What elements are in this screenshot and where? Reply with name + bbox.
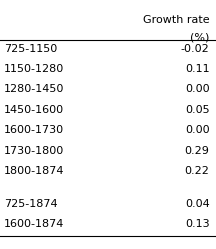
Text: 0.04: 0.04 (185, 199, 210, 209)
Text: 1280-1450: 1280-1450 (4, 84, 65, 94)
Text: 1450-1600: 1450-1600 (4, 105, 64, 115)
Text: 0.05: 0.05 (185, 105, 210, 115)
Text: 0.00: 0.00 (185, 84, 210, 94)
Text: 1600-1874: 1600-1874 (4, 219, 65, 229)
Text: -0.02: -0.02 (181, 44, 210, 54)
Text: 725-1150: 725-1150 (4, 44, 58, 54)
Text: 1150-1280: 1150-1280 (4, 64, 65, 74)
Text: 725-1874: 725-1874 (4, 199, 58, 209)
Text: 0.00: 0.00 (185, 125, 210, 135)
Text: 1800-1874: 1800-1874 (4, 166, 65, 176)
Text: 0.11: 0.11 (185, 64, 210, 74)
Text: 1600-1730: 1600-1730 (4, 125, 64, 135)
Text: Growth rate: Growth rate (143, 15, 210, 25)
Text: 0.13: 0.13 (185, 219, 210, 229)
Text: 0.22: 0.22 (185, 166, 210, 176)
Text: 1730-1800: 1730-1800 (4, 146, 65, 156)
Text: (%): (%) (190, 32, 210, 42)
Text: 0.29: 0.29 (185, 146, 210, 156)
